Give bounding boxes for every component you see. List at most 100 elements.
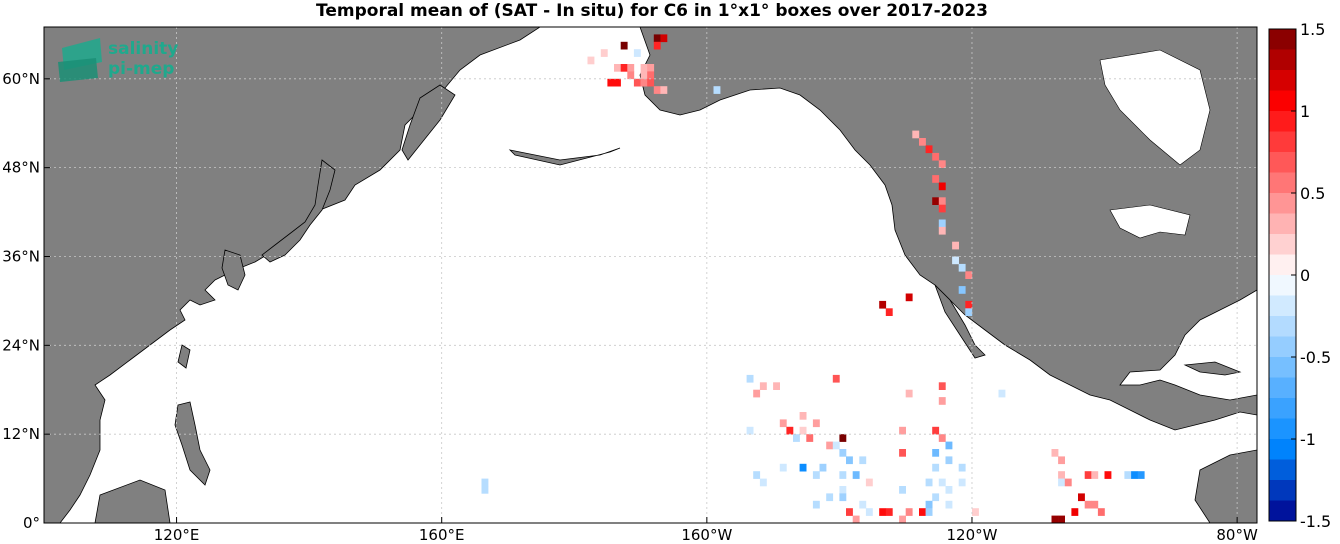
y-axis-ticks: 0° 12°N 24°N 36°N 48°N 60°N: [2, 70, 50, 532]
data-cell: [799, 463, 807, 472]
data-cell: [1124, 471, 1132, 479]
data-cell: [660, 86, 668, 94]
data-cell: [852, 471, 860, 479]
data-cell: [627, 64, 635, 72]
borneo: [94, 479, 171, 523]
data-cell: [614, 64, 621, 72]
data-cell: [932, 175, 940, 183]
data-cell: [899, 426, 906, 435]
colorbar-segment: [1269, 131, 1296, 153]
data-cell: [925, 145, 933, 154]
colorbar-segment: [1269, 418, 1296, 440]
data-cell: [945, 456, 953, 465]
data-cell: [1084, 471, 1092, 479]
data-cell: [759, 382, 767, 390]
data-cell: [1097, 508, 1105, 516]
data-cell: [899, 449, 906, 457]
data-cell: [647, 64, 655, 72]
y-tick-label: 24°N: [2, 336, 40, 354]
data-cell: [826, 441, 834, 450]
data-cell: [819, 463, 827, 472]
data-cell: [1104, 471, 1112, 479]
colorbar-segment: [1269, 480, 1296, 501]
data-cell: [1058, 471, 1065, 479]
great-lakes: [1109, 204, 1191, 239]
data-cell: [965, 300, 973, 309]
grid-lines: [44, 27, 1257, 523]
colorbar-segment: [1269, 439, 1296, 460]
data-cell: [859, 456, 867, 465]
colorbar-segment: [1269, 254, 1296, 276]
data-cell: [746, 426, 754, 435]
colorbar-segment: [1269, 29, 1296, 50]
data-cell: [614, 78, 621, 87]
colorbar-tick-label: 0.5: [1300, 184, 1325, 203]
colorbar: [1268, 28, 1297, 522]
data-cell: [932, 493, 940, 502]
colorbar-segment: [1269, 193, 1296, 214]
data-cell: [859, 500, 867, 509]
colorbar-segment: [1269, 316, 1296, 337]
data-cell: [958, 263, 966, 272]
data-cell: [938, 434, 946, 442]
colorbar-segment: [1269, 275, 1296, 296]
data-cell: [846, 456, 853, 465]
data-cell: [945, 441, 953, 450]
data-cell: [958, 463, 966, 472]
data-cell: [925, 478, 933, 487]
colorbar-segment: [1269, 70, 1296, 91]
data-cell: [879, 508, 887, 516]
data-cell: [952, 256, 959, 265]
data-cell: [640, 78, 648, 87]
colorbar-segment: [1269, 90, 1296, 112]
y-tick-label: 12°N: [2, 425, 40, 443]
data-cell: [839, 471, 847, 479]
data-cell: [932, 426, 940, 435]
data-cell: [653, 41, 661, 50]
data-cell: [932, 449, 940, 457]
colorbar-segment: [1269, 172, 1296, 194]
data-cell: [932, 197, 940, 205]
data-cell: [773, 382, 780, 390]
korean-peninsula: [221, 249, 246, 291]
data-cell: [633, 78, 641, 87]
data-cells: [481, 34, 1145, 523]
data-cell: [852, 515, 860, 523]
data-cell: [905, 389, 913, 398]
data-cell: [1058, 515, 1065, 523]
colorbar-segment: [1269, 49, 1296, 71]
data-cell: [938, 382, 946, 390]
data-cell: [945, 500, 953, 509]
data-cell: [885, 508, 893, 516]
data-cell: [938, 478, 946, 487]
data-cell: [812, 471, 820, 479]
data-cell: [799, 426, 807, 435]
data-cell: [925, 500, 933, 509]
data-cell: [812, 419, 820, 428]
data-cell: [587, 56, 595, 65]
data-cell: [1137, 471, 1145, 479]
map-frame: [43, 26, 1258, 524]
colorbar-segment: [1269, 336, 1296, 358]
data-cell: [1051, 449, 1059, 457]
data-cell: [938, 160, 946, 168]
y-tick-label: 0°: [23, 514, 40, 532]
y-tick-label: 60°N: [2, 70, 40, 88]
data-cell: [1091, 500, 1099, 509]
data-cell: [600, 49, 608, 57]
colorbar-segment: [1269, 111, 1296, 132]
data-cell: [786, 426, 794, 435]
data-cell: [938, 182, 946, 191]
data-cell: [607, 78, 615, 87]
colorbar-segment: [1269, 213, 1296, 235]
data-cell: [846, 508, 853, 516]
south-america: [1194, 449, 1257, 523]
data-cell: [905, 293, 913, 302]
map-panel: salinity pi-mep: [44, 27, 1257, 523]
data-cell: [1071, 508, 1079, 516]
baja-california: [934, 284, 986, 359]
data-cell: [958, 478, 966, 487]
data-cell: [793, 434, 800, 442]
colorbar-segment: [1269, 295, 1296, 317]
aleutian-islands: [508, 147, 621, 166]
